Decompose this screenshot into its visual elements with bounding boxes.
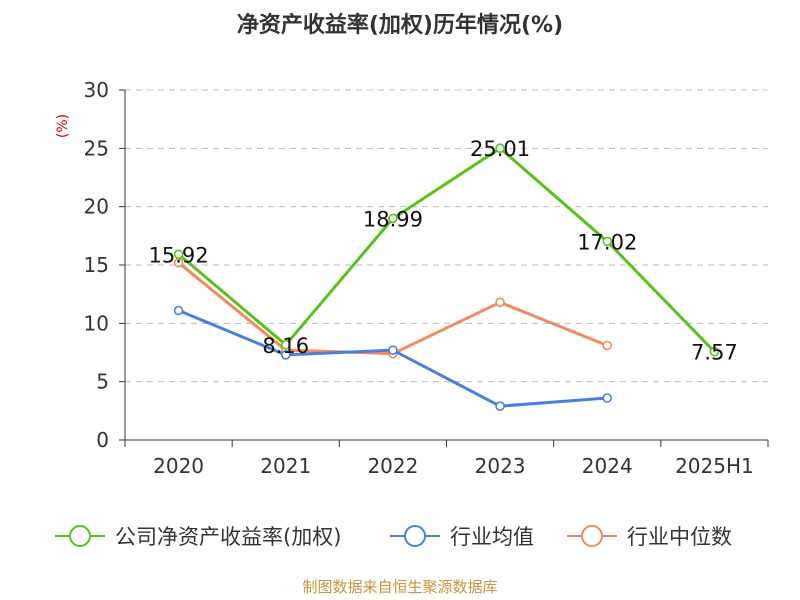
y-tick-label: 5 <box>96 370 109 394</box>
data-point <box>388 213 398 224</box>
data-point <box>388 345 398 355</box>
axes: 0 5 10 15 20 25 30 2020 2021 2022 2023 2024 2025H1 <box>84 78 769 478</box>
data-label: 15.92 <box>149 243 209 267</box>
legend-marker-icon <box>581 525 603 547</box>
data-point <box>280 339 291 350</box>
series-line <box>177 146 716 353</box>
data-point <box>280 350 291 360</box>
chart-title: 净资产收益率(加权)历年情况(%) <box>237 12 563 38</box>
y-tick-label: 30 <box>84 78 109 102</box>
grid-lines <box>125 89 768 383</box>
data-point <box>709 346 720 357</box>
data-point <box>495 401 505 411</box>
x-tick-label: 2024 <box>582 454 633 478</box>
data-point <box>602 393 613 403</box>
y-tick-label: 15 <box>84 253 109 277</box>
y-tick-label: 25 <box>84 136 109 160</box>
x-tick-label: 2020 <box>153 454 204 478</box>
legend-label: 行业中位数 <box>627 525 732 549</box>
legend[interactable]: 公司净资产收益率(加权) 行业均值 行业中位数 <box>55 525 732 549</box>
data-point <box>173 249 184 260</box>
legend-item[interactable]: 行业中位数 <box>567 525 732 549</box>
y-axis-label: (%) <box>55 114 71 138</box>
data-label: 8.16 <box>262 334 309 358</box>
x-tick-label: 2023 <box>475 454 526 478</box>
y-tick-label: 10 <box>84 311 109 335</box>
x-tick-label: 2021 <box>260 454 311 478</box>
data-point <box>602 236 613 247</box>
x-tick-label: 2022 <box>367 454 418 478</box>
series-lines <box>173 143 720 411</box>
data-point <box>173 305 184 316</box>
data-labels: 15.92 8.16 18.99 25.01 17.02 7.57 <box>149 137 738 364</box>
y-tick-label: 20 <box>84 195 109 219</box>
legend-item[interactable]: 行业均值 <box>390 525 534 549</box>
source-note: 制图数据来自恒生聚源数据库 <box>302 578 497 596</box>
legend-label: 行业均值 <box>450 525 534 549</box>
legend-marker-icon <box>404 525 426 547</box>
data-label: 7.57 <box>691 341 738 365</box>
data-label: 17.02 <box>577 230 637 254</box>
y-tick-label: 0 <box>96 428 109 452</box>
data-point <box>495 143 505 154</box>
data-label: 18.99 <box>363 207 423 231</box>
x-tick-label: 2025H1 <box>675 454 754 478</box>
legend-item[interactable]: 公司净资产收益率(加权) <box>55 525 341 549</box>
data-point <box>495 297 505 308</box>
data-point <box>602 340 613 351</box>
data-label: 25.01 <box>470 137 530 161</box>
legend-label: 公司净资产收益率(加权) <box>115 525 341 549</box>
legend-marker-icon <box>69 525 91 547</box>
